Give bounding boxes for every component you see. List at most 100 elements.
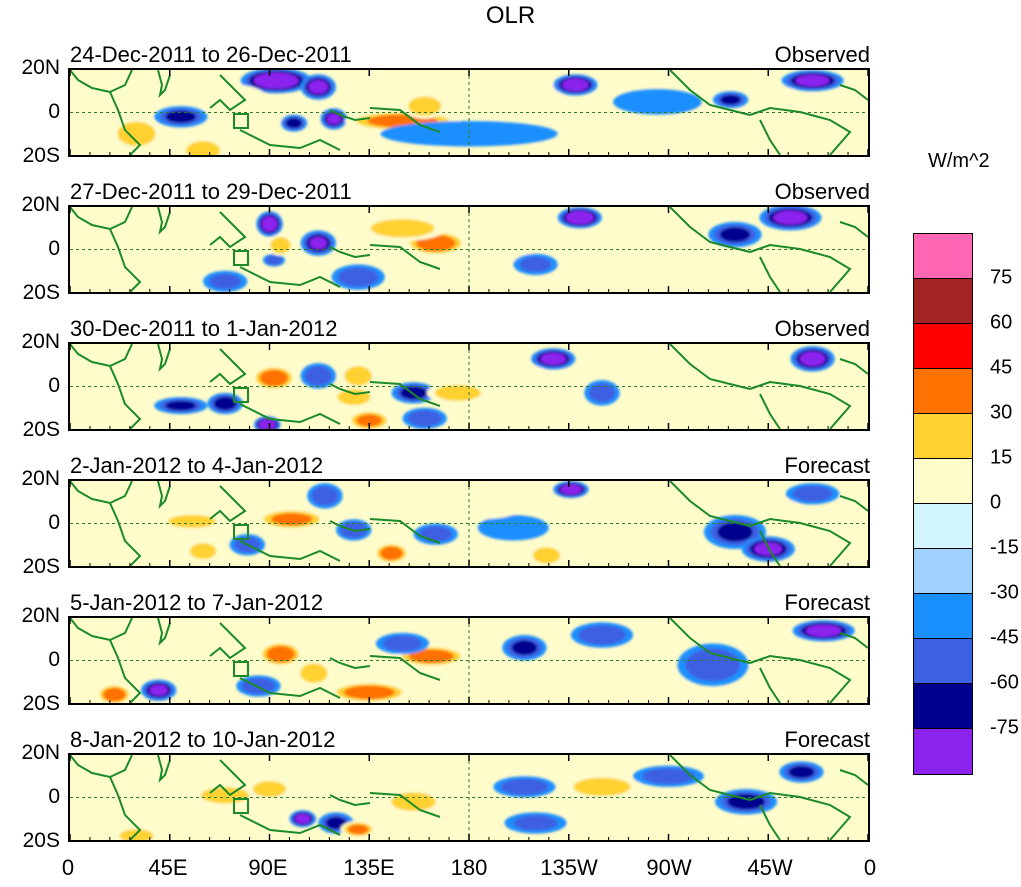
positive-anomaly-contour — [408, 96, 442, 116]
negative-anomaly-contour — [802, 353, 823, 365]
y-tick-label: 0 — [48, 785, 60, 808]
negative-anomaly-contour — [792, 485, 833, 502]
y-tick-label: 20S — [22, 281, 60, 304]
coastline — [839, 84, 868, 101]
positive-anomaly-contour — [757, 498, 802, 524]
positive-anomaly-contour — [337, 389, 371, 406]
coastline — [749, 654, 852, 703]
positive-anomaly-contour — [273, 390, 310, 417]
panel-type-label: Observed — [774, 179, 870, 204]
coastline — [839, 358, 868, 375]
positive-anomaly-contour — [434, 384, 482, 401]
coastline — [109, 365, 142, 429]
coastline — [209, 485, 247, 523]
positive-anomaly-contour — [343, 685, 395, 700]
colorbar-label: 0 — [990, 491, 1002, 514]
negative-anomaly-contour — [337, 267, 379, 287]
map-panel — [68, 753, 870, 842]
map-panel — [68, 479, 870, 568]
positive-anomaly-contour — [117, 121, 156, 146]
negative-anomaly-contour — [262, 421, 273, 429]
coastline — [839, 632, 868, 649]
region-box — [233, 250, 249, 266]
negative-anomaly-contour — [213, 396, 237, 411]
positive-anomaly-contour — [344, 366, 372, 386]
panel-type-label: Forecast — [784, 590, 870, 615]
negative-anomaly-contour — [285, 117, 302, 129]
negative-anomaly-contour — [511, 640, 538, 656]
y-tick-label: 20N — [21, 604, 60, 627]
negative-anomaly-contour — [309, 236, 327, 250]
positive-anomaly-contour — [189, 543, 217, 560]
colorbar-label: -30 — [990, 581, 1019, 604]
coastline — [209, 622, 247, 660]
positive-anomaly-contour — [424, 666, 514, 689]
coastline — [239, 677, 341, 699]
coastline — [209, 348, 247, 386]
positive-anomaly-contour — [271, 513, 313, 526]
coastline — [369, 792, 441, 818]
x-tick-label: 0 — [863, 855, 877, 880]
colorbar-swatch — [914, 504, 972, 549]
negative-anomaly-contour — [382, 635, 423, 652]
coastline — [109, 228, 142, 292]
region-box — [233, 113, 249, 129]
coastline — [749, 791, 852, 840]
y-tick-label: 0 — [48, 374, 60, 397]
coastlines — [70, 207, 868, 292]
positive-anomaly-contour — [477, 363, 549, 389]
coastline — [759, 393, 781, 429]
coastline — [109, 639, 142, 703]
coastline — [669, 344, 751, 390]
y-tick-label: 20N — [21, 193, 60, 216]
coastline — [239, 540, 341, 562]
y-tick-label: 0 — [48, 237, 60, 260]
colorbar-label: 30 — [990, 401, 1013, 424]
y-tick-label: 20N — [21, 330, 60, 353]
panel-period-label: 8-Jan-2012 to 10-Jan-2012 — [70, 727, 336, 752]
positive-anomaly-contour — [270, 237, 291, 254]
panel-period-label: 5-Jan-2012 to 7-Jan-2012 — [70, 590, 324, 615]
negative-anomaly-contour — [500, 778, 549, 796]
negative-anomaly-contour — [326, 113, 341, 125]
x-tick-label: 45E — [148, 855, 188, 880]
coastline — [157, 481, 171, 510]
coastline — [109, 776, 142, 840]
negative-anomaly-contour — [325, 816, 347, 830]
olr-map — [70, 70, 868, 155]
coastline — [749, 243, 852, 292]
positive-anomaly-contour — [203, 84, 270, 119]
olr-map — [70, 344, 868, 429]
olr-map — [70, 618, 868, 703]
coastlines — [70, 70, 868, 155]
positive-anomaly-contour — [168, 514, 216, 528]
coastline — [749, 517, 852, 566]
negative-anomaly-contour — [642, 768, 695, 785]
colorbar-swatch — [914, 324, 972, 369]
coastline — [209, 74, 247, 112]
colorbar-swatch — [914, 729, 972, 774]
positive-anomaly-contour — [573, 777, 631, 797]
positive-anomaly-contour — [252, 781, 287, 797]
coastline — [209, 211, 247, 249]
coastline — [209, 759, 247, 797]
colorbar-label: -15 — [990, 536, 1019, 559]
negative-anomaly-contour — [262, 75, 291, 86]
panel-period-label: 30-Dec-2011 to 1-Jan-2012 — [70, 316, 338, 341]
map-panel — [68, 205, 870, 294]
colorbar-label: -75 — [990, 716, 1019, 739]
negative-anomaly-contour — [308, 79, 329, 95]
colorbar-label: -60 — [990, 671, 1019, 694]
region-box — [233, 798, 249, 814]
negative-anomaly-contour — [720, 94, 741, 105]
colorbar-swatch — [914, 684, 972, 729]
colorbar-label: 45 — [990, 356, 1013, 379]
panel-type-label: Forecast — [784, 453, 870, 478]
negative-anomaly-contour — [719, 227, 751, 242]
coastline — [239, 403, 341, 425]
positive-anomaly-contour — [437, 808, 501, 830]
x-tick-label: 135E — [343, 855, 395, 880]
coastline — [239, 266, 341, 288]
olr-map — [70, 481, 868, 566]
positive-anomaly-contour — [532, 547, 561, 564]
